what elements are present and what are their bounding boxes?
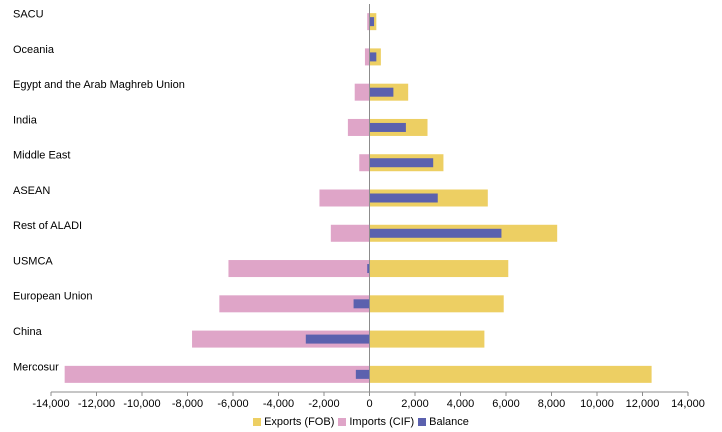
bar-exports-china (369, 330, 485, 348)
bar-balance-asean (369, 193, 438, 203)
bar-balance-rest-of-aladi (369, 228, 502, 238)
legend-item: Imports (CIF) (338, 416, 414, 428)
category-label: SACU (13, 9, 44, 21)
x-tick-label: 2,000 (401, 398, 429, 410)
bar-imports-mercosur (64, 365, 370, 383)
bar-imports-rest-of-aladi (330, 224, 370, 242)
x-tick-label: 4,000 (447, 398, 475, 410)
category-label: European Union (13, 291, 93, 303)
x-tick-label: -2,000 (308, 398, 339, 410)
x-tick-label: -10,000 (123, 398, 160, 410)
legend-item: Exports (FOB) (253, 416, 334, 428)
bar-balance-sacu (369, 17, 375, 27)
bar-exports-mercosur (369, 365, 652, 383)
bar-balance-oceania (369, 52, 377, 62)
bar-balance-india (369, 122, 406, 132)
bar-exports-usmca (369, 260, 509, 278)
legend-label: Exports (FOB) (264, 416, 335, 428)
category-label: ASEAN (13, 185, 50, 197)
x-tick-label: 14,000 (671, 398, 705, 410)
bar-balance-usmca (367, 264, 370, 274)
bar-exports-european-union (369, 295, 504, 313)
bar-imports-european-union (219, 295, 370, 313)
x-tick-label: 12,000 (626, 398, 660, 410)
bar-imports-india (347, 118, 370, 136)
legend-swatch (338, 418, 347, 426)
legend-item: Balance (418, 416, 469, 428)
category-label: Oceania (13, 44, 55, 56)
legend-swatch (418, 418, 427, 426)
bar-imports-egypt-and-the-arab-maghreb-union (354, 83, 370, 101)
x-tick-label: 6,000 (492, 398, 520, 410)
bar-imports-asean (319, 189, 370, 207)
chart-legend: Exports (FOB) Imports (CIF) Balance (0, 416, 722, 429)
bar-balance-egypt-and-the-arab-maghreb-union (369, 87, 394, 97)
x-tick-label: 0 (366, 398, 372, 410)
x-tick-label: -6,000 (217, 398, 248, 410)
bar-imports-oceania (364, 48, 370, 66)
category-label: China (13, 326, 43, 338)
bar-balance-european-union (353, 299, 370, 309)
x-tick-label: -12,000 (78, 398, 115, 410)
legend-label: Balance (429, 416, 469, 428)
x-tick-label: -14,000 (32, 398, 69, 410)
legend-swatch (253, 418, 262, 426)
bar-balance-mercosur (355, 369, 370, 379)
category-label: Egypt and the Arab Maghreb Union (13, 79, 185, 91)
category-label: Middle East (13, 150, 70, 162)
bar-imports-middle-east (359, 154, 370, 172)
x-tick-label: 10,000 (580, 398, 614, 410)
category-label: USMCA (13, 255, 53, 267)
bar-imports-sacu (367, 13, 370, 31)
x-tick-label: 8,000 (538, 398, 566, 410)
bar-imports-usmca (228, 260, 370, 278)
category-label: Rest of ALADI (13, 220, 82, 232)
bar-balance-middle-east (369, 158, 434, 168)
category-label: India (13, 114, 38, 126)
x-tick-label: -8,000 (172, 398, 203, 410)
legend-label: Imports (CIF) (349, 416, 415, 428)
category-label: Mercosur (13, 361, 59, 373)
x-tick-label: -4,000 (263, 398, 294, 410)
bar-balance-china (305, 334, 370, 344)
